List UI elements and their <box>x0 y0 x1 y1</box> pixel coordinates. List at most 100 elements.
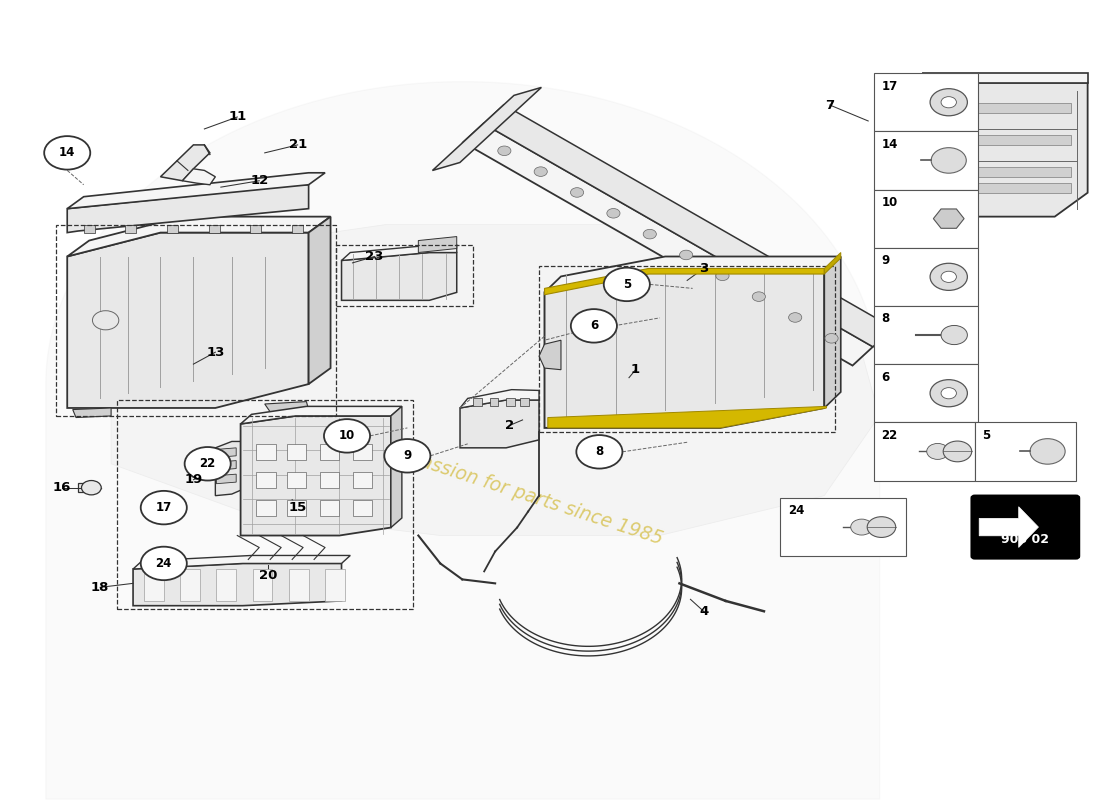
Polygon shape <box>432 87 541 170</box>
Text: 15: 15 <box>288 501 307 514</box>
Polygon shape <box>923 73 1088 82</box>
Polygon shape <box>183 169 216 185</box>
Polygon shape <box>265 402 309 412</box>
Circle shape <box>185 447 231 481</box>
Circle shape <box>576 435 623 469</box>
Polygon shape <box>287 500 307 515</box>
Text: 16: 16 <box>53 481 70 494</box>
Circle shape <box>571 188 584 198</box>
Text: 20: 20 <box>258 569 277 582</box>
Bar <box>873 131 978 190</box>
Circle shape <box>942 326 967 345</box>
Circle shape <box>931 263 967 290</box>
Polygon shape <box>460 400 539 448</box>
Circle shape <box>81 481 101 495</box>
Text: 10: 10 <box>339 430 355 442</box>
Polygon shape <box>125 225 136 233</box>
Polygon shape <box>890 82 1088 217</box>
Text: 3: 3 <box>698 262 708 275</box>
Circle shape <box>644 230 657 239</box>
Text: 6: 6 <box>590 319 598 332</box>
Circle shape <box>789 313 802 322</box>
Circle shape <box>867 517 895 538</box>
Polygon shape <box>251 225 262 233</box>
Text: 22: 22 <box>881 429 898 442</box>
Circle shape <box>680 250 693 260</box>
Text: 14: 14 <box>881 138 898 150</box>
Text: 8: 8 <box>595 446 604 458</box>
Text: 17: 17 <box>881 79 898 93</box>
Polygon shape <box>890 73 923 105</box>
Circle shape <box>931 89 967 116</box>
Polygon shape <box>289 569 309 601</box>
Circle shape <box>942 271 956 282</box>
Polygon shape <box>287 472 307 488</box>
Polygon shape <box>161 145 210 181</box>
Polygon shape <box>241 406 402 424</box>
Circle shape <box>932 148 966 173</box>
Text: 19: 19 <box>185 474 202 486</box>
Polygon shape <box>906 135 1071 145</box>
Polygon shape <box>520 398 529 406</box>
Polygon shape <box>548 406 826 428</box>
Circle shape <box>498 146 510 155</box>
Bar <box>539 266 835 432</box>
Polygon shape <box>544 257 840 292</box>
Text: 6: 6 <box>881 370 890 383</box>
Polygon shape <box>326 569 344 601</box>
Circle shape <box>607 209 620 218</box>
Polygon shape <box>979 506 1038 547</box>
Polygon shape <box>473 398 482 406</box>
Text: 4: 4 <box>698 605 708 618</box>
Bar <box>780 498 905 556</box>
Polygon shape <box>67 217 331 257</box>
Bar <box>873 190 978 248</box>
Text: 13: 13 <box>206 346 224 358</box>
Polygon shape <box>906 103 1071 113</box>
Polygon shape <box>320 500 339 515</box>
Text: 1: 1 <box>631 363 640 376</box>
Polygon shape <box>390 406 402 527</box>
Circle shape <box>92 310 119 330</box>
Circle shape <box>942 97 956 108</box>
Polygon shape <box>483 105 893 346</box>
Polygon shape <box>341 245 456 261</box>
Polygon shape <box>180 569 200 601</box>
Polygon shape <box>67 233 309 408</box>
Polygon shape <box>824 257 840 408</box>
Text: 18: 18 <box>91 581 109 594</box>
Circle shape <box>850 519 872 535</box>
Polygon shape <box>241 416 390 535</box>
Polygon shape <box>167 225 178 233</box>
Polygon shape <box>352 444 372 460</box>
Text: 9: 9 <box>881 254 890 267</box>
Circle shape <box>141 491 187 524</box>
Circle shape <box>141 546 187 580</box>
Polygon shape <box>293 225 304 233</box>
Circle shape <box>384 439 430 473</box>
Circle shape <box>571 309 617 342</box>
Text: 17: 17 <box>156 501 172 514</box>
Polygon shape <box>824 253 840 274</box>
Circle shape <box>943 441 971 462</box>
Polygon shape <box>256 500 276 515</box>
Polygon shape <box>217 461 236 470</box>
Circle shape <box>716 271 729 281</box>
Polygon shape <box>352 472 372 488</box>
Bar <box>873 306 978 364</box>
Polygon shape <box>67 173 326 209</box>
Polygon shape <box>78 483 85 493</box>
Bar <box>873 364 978 422</box>
Polygon shape <box>209 225 220 233</box>
Text: 5: 5 <box>623 278 631 291</box>
Circle shape <box>324 419 370 453</box>
Circle shape <box>752 292 766 302</box>
Polygon shape <box>133 555 350 569</box>
Circle shape <box>604 268 650 301</box>
Bar <box>873 422 975 481</box>
Text: 8: 8 <box>881 312 890 326</box>
Polygon shape <box>906 167 1071 177</box>
Text: 9: 9 <box>404 450 411 462</box>
Polygon shape <box>111 225 879 535</box>
Polygon shape <box>133 563 341 606</box>
